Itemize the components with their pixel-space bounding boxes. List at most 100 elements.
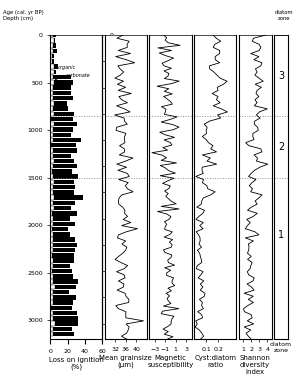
Bar (50, 201, 53, 205)
Bar (50, 274, 53, 278)
Bar (50, 122, 54, 126)
Bar (50, 75, 53, 79)
Bar (50, 264, 53, 268)
Bar (50, 311, 77, 315)
X-axis label: Shannon
diversity
index: Shannon diversity index (240, 355, 271, 375)
Bar (50, 316, 78, 321)
Bar (50, 259, 74, 263)
Text: diatom
zone: diatom zone (274, 10, 293, 21)
Bar (50, 259, 53, 263)
Bar (50, 90, 53, 95)
Bar (50, 222, 53, 226)
Bar (50, 33, 56, 37)
Bar (50, 122, 78, 126)
Bar (50, 332, 74, 336)
Bar (50, 321, 78, 326)
Bar (50, 232, 70, 237)
Bar (50, 148, 77, 153)
Bar (50, 159, 75, 163)
Bar (50, 38, 55, 43)
Bar (50, 269, 52, 273)
Bar (50, 90, 71, 95)
Bar (50, 164, 53, 168)
Bar (50, 232, 53, 237)
Bar (50, 143, 51, 147)
Bar (50, 43, 53, 48)
Bar (50, 222, 75, 226)
Bar (50, 96, 73, 100)
Bar (50, 75, 71, 79)
Bar (50, 138, 53, 142)
Bar (50, 180, 74, 184)
Bar (50, 49, 57, 53)
Bar (50, 201, 75, 205)
Bar (50, 326, 72, 331)
Bar (50, 101, 67, 106)
Bar (50, 64, 58, 69)
Bar (50, 227, 52, 231)
Bar (50, 69, 56, 74)
Text: 2: 2 (278, 142, 284, 152)
Bar (50, 253, 52, 258)
Bar (50, 269, 72, 273)
Bar (50, 80, 54, 85)
Bar (50, 180, 54, 184)
Text: Age (cal. yr BP)
Depth (cm): Age (cal. yr BP) Depth (cm) (3, 10, 44, 21)
Bar (50, 300, 73, 305)
Bar (50, 133, 53, 137)
Bar (50, 211, 53, 216)
Bar (50, 248, 53, 252)
Bar (50, 112, 54, 116)
Bar (50, 195, 53, 200)
Bar (50, 300, 53, 305)
Bar (50, 38, 54, 43)
Bar (50, 274, 73, 278)
Bar (50, 101, 54, 106)
Bar (50, 306, 51, 310)
X-axis label: Mean grainsize
(μm): Mean grainsize (μm) (99, 355, 152, 368)
Bar (50, 264, 69, 268)
X-axis label: Loss on ignition
(%): Loss on ignition (%) (49, 357, 104, 370)
Bar (50, 174, 53, 179)
Bar (50, 206, 54, 211)
Bar (50, 106, 68, 111)
Bar (50, 185, 75, 190)
Bar (50, 64, 54, 69)
Bar (50, 49, 53, 53)
Bar (50, 154, 53, 158)
Bar (50, 227, 68, 231)
Bar (50, 216, 70, 221)
Bar (50, 279, 78, 284)
Text: 1: 1 (278, 230, 284, 240)
Bar (50, 148, 53, 153)
Bar (50, 290, 53, 294)
Bar (50, 138, 81, 142)
Bar (50, 253, 74, 258)
Bar (50, 306, 72, 310)
Bar (50, 190, 53, 195)
Bar (50, 206, 71, 211)
Bar (50, 154, 72, 158)
Bar (50, 216, 53, 221)
Text: organic: organic (56, 65, 76, 80)
Bar (50, 33, 53, 37)
Bar (50, 112, 75, 116)
Bar (50, 243, 77, 247)
Bar (50, 185, 53, 190)
Bar (50, 117, 51, 121)
Bar (50, 332, 53, 336)
Bar (50, 174, 78, 179)
Bar (50, 311, 53, 315)
Bar (50, 238, 53, 242)
Bar (50, 290, 69, 294)
Bar (50, 279, 53, 284)
Bar (50, 69, 54, 74)
Text: carbonate: carbonate (58, 73, 91, 84)
Bar (50, 85, 53, 90)
Bar (50, 238, 75, 242)
Bar (50, 285, 76, 289)
X-axis label: Cyst:diatom
ratio: Cyst:diatom ratio (194, 355, 236, 368)
Bar (50, 85, 71, 90)
Bar (50, 164, 77, 168)
Bar (50, 243, 53, 247)
